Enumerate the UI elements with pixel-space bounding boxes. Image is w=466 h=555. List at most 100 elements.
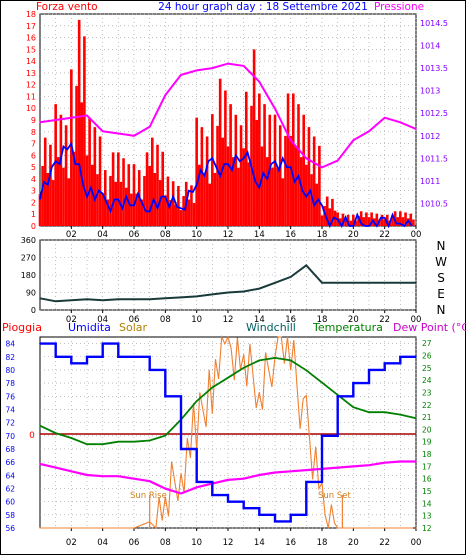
x-tick-label: 20 <box>348 230 359 240</box>
direction-point <box>321 281 323 284</box>
dewpoint-line-point <box>368 464 370 466</box>
y-tick-label-wind: 16 <box>26 34 36 43</box>
pressure-point <box>305 157 308 160</box>
dewpoint-line-point <box>39 463 41 465</box>
direction-point <box>399 281 402 284</box>
x-tick-label: 18 <box>317 538 328 548</box>
y-tick-label-humidity: 78 <box>5 379 15 388</box>
direction-label-n-top: N <box>437 239 446 253</box>
temperature-line-point <box>383 411 386 413</box>
pressure-point <box>86 114 88 117</box>
solar-point <box>415 527 417 529</box>
pressure-point <box>274 107 276 110</box>
direction-point <box>305 264 308 267</box>
direction-point <box>180 296 182 299</box>
wind-speed-line <box>39 141 413 229</box>
solar-point <box>227 342 229 344</box>
humidity-point <box>399 355 402 358</box>
x-tick-label: 08 <box>160 315 171 325</box>
rain-zero-label: 0 <box>29 431 35 441</box>
x-tick-label: 04 <box>97 315 108 325</box>
direction-point <box>227 291 229 294</box>
y-tick-label-temperature: 18 <box>422 450 432 459</box>
dewpoint-line-point <box>195 486 198 489</box>
y-tick-label-humidity: 80 <box>5 366 15 375</box>
sun-set-label: Sun Set <box>318 491 351 501</box>
humidity-point <box>117 355 120 358</box>
sun-rise-label: Sun Rise <box>130 491 167 501</box>
x-tick-label: 22 <box>379 230 390 240</box>
x-tick-label: 16 <box>285 315 296 325</box>
x-tick-label: 06 <box>129 230 140 240</box>
pressure-point <box>415 128 417 130</box>
direction-point <box>352 281 355 284</box>
y-tick-label-temperature: 22 <box>422 401 432 410</box>
dewpoint-line-point <box>305 469 308 471</box>
x-tick-label: 02 <box>66 538 77 548</box>
y-tick-label-temperature: 26 <box>422 351 432 360</box>
temperature-line-point <box>352 406 355 409</box>
solar-point <box>274 342 276 344</box>
x-tick-label: 10 <box>191 315 202 325</box>
dewpoint-line-point <box>148 480 151 482</box>
humidity-point <box>321 434 323 437</box>
pressure-point <box>289 139 292 142</box>
y-tick-label-wind: 11 <box>26 92 36 101</box>
x-tick-label: 06 <box>129 538 140 548</box>
y-tick-label-pressure: 1012.5 <box>420 109 448 118</box>
y-tick-label-temperature: 14 <box>422 499 432 508</box>
direction-point <box>336 281 339 284</box>
solar-point <box>55 527 57 529</box>
y-tick-label-wind: 15 <box>26 45 36 54</box>
y-tick-label-wind: 2 <box>31 198 36 207</box>
temperature-line-point <box>54 432 57 434</box>
dewpoint-line-point <box>242 477 245 480</box>
dewpoint-line-point <box>54 466 57 469</box>
solar-point <box>86 527 88 529</box>
y-tick-label-humidity: 64 <box>5 471 15 480</box>
direction-point <box>368 281 370 284</box>
dewpoint-line-point <box>117 475 120 478</box>
y-tick-label-temperature: 25 <box>422 364 432 373</box>
header-pressure-label: Pressione <box>374 1 424 13</box>
solar-point <box>352 527 354 529</box>
y-tick-label-humidity: 58 <box>5 511 15 520</box>
y-tick-label-pressure: 1013.5 <box>420 64 448 73</box>
y-tick-label-temperature: 12 <box>422 524 432 533</box>
temperature-line-point <box>399 413 402 416</box>
humidity-point <box>352 382 355 384</box>
humidity-point <box>415 355 417 358</box>
pressure-point <box>368 130 370 133</box>
temperature-line-point <box>39 424 41 427</box>
legend-dewpoint: Dew Point (°C) <box>393 321 466 334</box>
dewpoint-line-point <box>180 492 182 495</box>
direction-point <box>133 298 135 301</box>
y-tick-label-wind: 0 <box>31 222 36 231</box>
humidity-point <box>258 514 261 516</box>
temperature-line-point <box>117 440 120 443</box>
pressure-point <box>211 67 214 69</box>
dewpoint-line-point <box>164 487 167 490</box>
x-tick-label: 22 <box>379 538 390 548</box>
solar-point <box>399 527 401 529</box>
x-tick-label: 04 <box>97 230 108 240</box>
y-tick-label-humidity: 56 <box>5 524 15 533</box>
y-tick-label-direction: 0 <box>31 306 36 315</box>
pressure-point <box>195 69 198 72</box>
solar-point <box>305 428 307 431</box>
x-tick-label: 10 <box>191 230 202 240</box>
pressure-point <box>70 116 73 119</box>
y-tick-label-wind: 1 <box>31 210 36 219</box>
direction-point <box>258 287 261 290</box>
y-tick-label-wind: 6 <box>31 151 36 160</box>
temperature-line-point <box>164 434 167 437</box>
y-tick-label-humidity: 84 <box>5 340 15 349</box>
temperature-line-point <box>242 367 245 369</box>
temperature-line-point <box>148 439 151 442</box>
y-tick-label-pressure: 1010.5 <box>420 199 448 208</box>
x-tick-label: 00 <box>411 315 422 325</box>
humidity-point <box>148 369 151 371</box>
pressure-point <box>180 74 182 76</box>
direction-point <box>101 299 104 302</box>
